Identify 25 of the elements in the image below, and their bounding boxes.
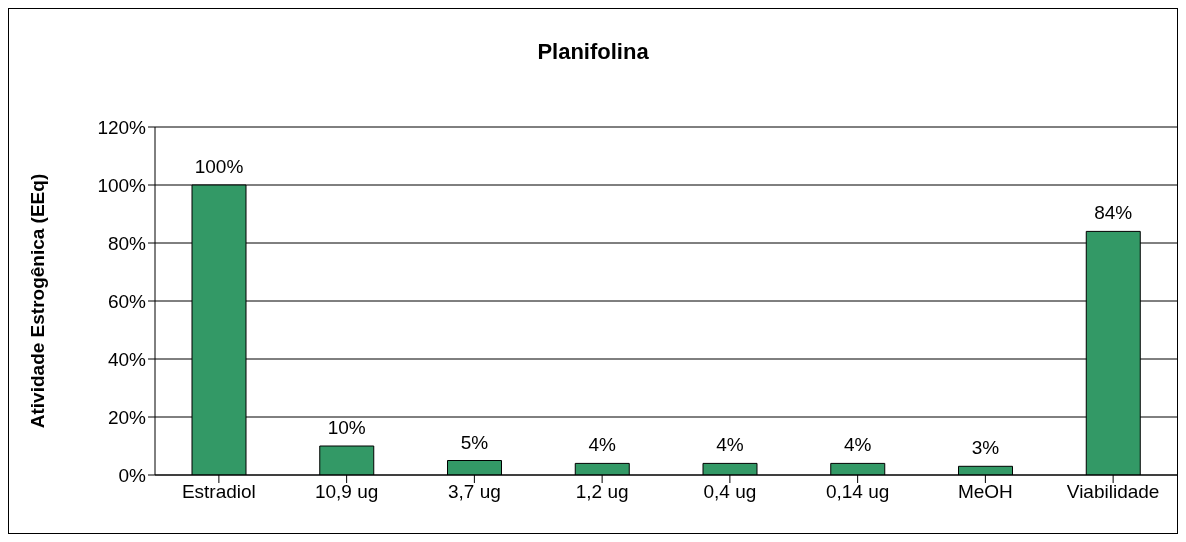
data-label: 4% (588, 434, 617, 456)
data-label: 4% (716, 434, 744, 456)
x-tick-label: 3,7 ug (447, 481, 501, 503)
x-tick-label: 1,2 ug (575, 481, 629, 503)
y-tick-label: 60% (107, 290, 147, 312)
x-tick-label: 0,14 ug (825, 481, 890, 503)
x-tick-label: Estradiol (181, 481, 256, 503)
x-tick-label: 0,4 ug (703, 481, 757, 503)
x-tick-label: MeOH (957, 481, 1013, 503)
y-tick-label: 120% (97, 116, 147, 138)
y-axis-title: Atividade Estrogênica (EEq) (26, 173, 48, 429)
y-tick-label: 80% (107, 232, 147, 254)
chart-title: Planifolina (536, 39, 650, 65)
data-label: 10% (327, 417, 366, 438)
data-label: 3% (971, 437, 1000, 459)
y-tick-label: 40% (107, 348, 147, 370)
y-tick-label: 0% (118, 464, 147, 486)
x-tick-label: Viabilidade (1066, 481, 1160, 503)
data-label: 5% (460, 431, 489, 453)
data-label: 4% (844, 434, 872, 456)
data-label: 84% (1094, 202, 1133, 224)
x-tick-label: 10,9 ug (314, 481, 379, 503)
y-tick-label: 20% (107, 406, 147, 428)
y-tick-label: 100% (97, 174, 147, 196)
data-label: 100% (194, 156, 244, 177)
